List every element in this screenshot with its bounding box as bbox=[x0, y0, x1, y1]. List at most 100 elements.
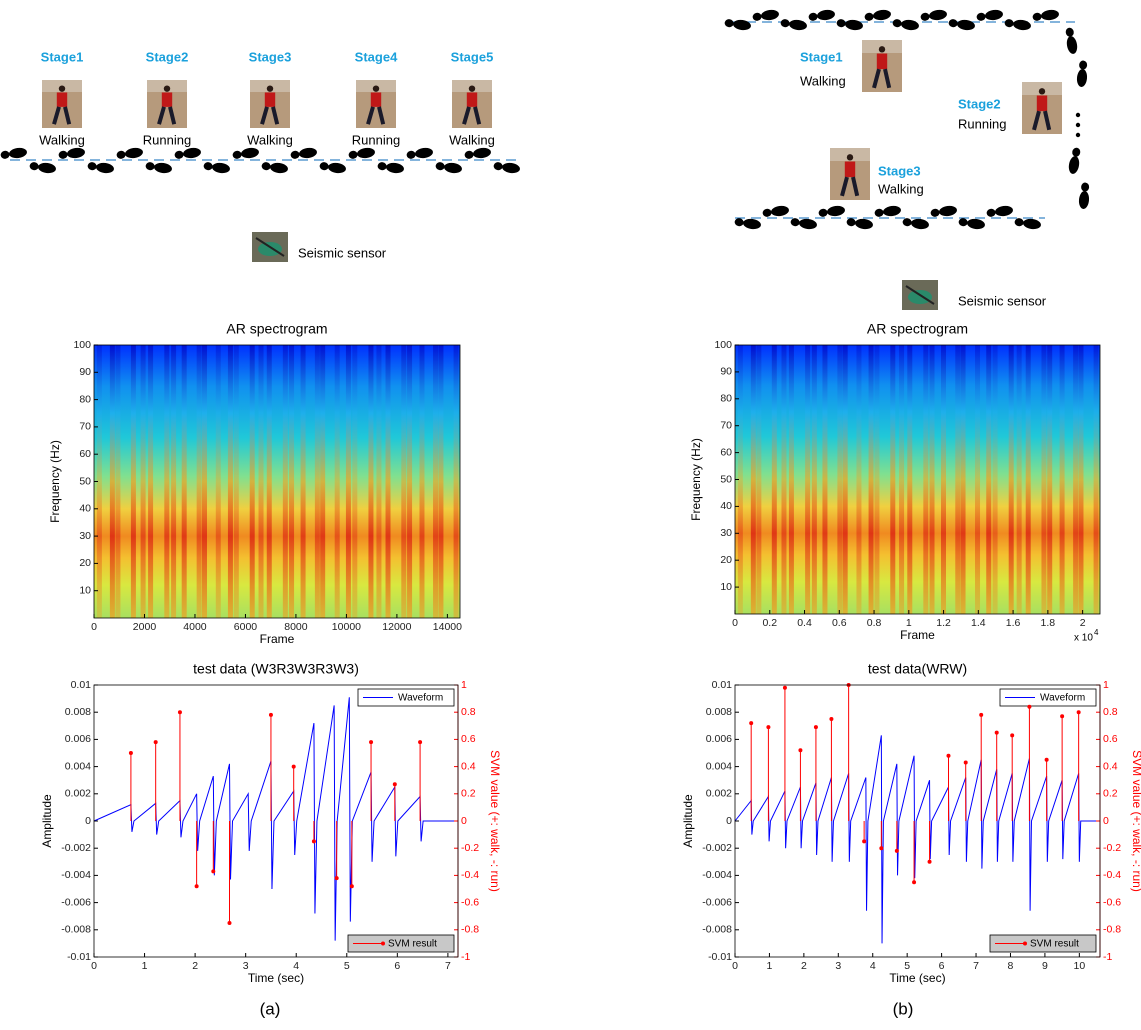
spectrogram-texture bbox=[1059, 345, 1065, 614]
spectrogram-texture bbox=[874, 345, 880, 614]
y2-tick-label: 0.4 bbox=[461, 760, 476, 772]
stage-activity: Walking bbox=[39, 132, 85, 147]
footprint-sole bbox=[883, 205, 901, 217]
spectrogram-texture bbox=[130, 345, 136, 618]
footprint bbox=[734, 218, 761, 230]
svm-stem bbox=[879, 821, 884, 851]
x-tick-label: 4000 bbox=[183, 621, 207, 633]
sensor-body bbox=[258, 242, 282, 256]
chart-title: AR spectrogram bbox=[226, 321, 327, 337]
x-multiplier-exponent: 4 bbox=[1094, 628, 1099, 637]
spectrogram-texture bbox=[1008, 345, 1014, 614]
stem-dot bbox=[177, 710, 182, 715]
sensor-body bbox=[908, 290, 932, 304]
footprint-sole bbox=[473, 147, 491, 159]
y-tick-label: 20 bbox=[720, 554, 732, 566]
y2-axis-label: SVM value (+: walk, -: run) bbox=[1130, 750, 1141, 892]
head bbox=[372, 85, 380, 92]
svm-stem bbox=[369, 740, 374, 821]
y2-tick-label: -0.2 bbox=[461, 842, 479, 854]
spectrogram-texture bbox=[941, 345, 947, 614]
y-tick-label: 20 bbox=[79, 557, 91, 569]
footprint-sole bbox=[845, 19, 863, 31]
footprint-heel bbox=[319, 162, 329, 171]
y-tick-label: 60 bbox=[720, 446, 732, 458]
x-multiplier: x 10 bbox=[1074, 633, 1093, 644]
footprint bbox=[348, 147, 375, 159]
y-tick-label: -0.01 bbox=[708, 951, 732, 963]
y2-tick-label: 0.8 bbox=[1103, 706, 1118, 718]
footprint bbox=[1014, 218, 1041, 230]
legend: SVM result bbox=[347, 934, 455, 953]
spectrogram-texture bbox=[196, 345, 202, 618]
x-tick-label: 4 bbox=[293, 960, 299, 972]
footprint-sole bbox=[827, 205, 845, 217]
x-tick-label: 4 bbox=[870, 960, 876, 972]
sensor-label: Seismic sensor bbox=[298, 245, 387, 260]
footprint bbox=[232, 147, 259, 159]
footprint-heel bbox=[290, 150, 300, 159]
spectrogram-texture bbox=[115, 345, 121, 618]
head bbox=[1038, 88, 1046, 95]
footprint-heel bbox=[902, 218, 912, 227]
spectrogram-texture bbox=[368, 345, 374, 618]
x-tick-label: 0.4 bbox=[797, 617, 812, 629]
x-tick-label: 0.8 bbox=[867, 617, 882, 629]
svm-stem bbox=[1060, 714, 1065, 821]
footprint-sole bbox=[957, 19, 975, 31]
footprint-sole bbox=[855, 218, 873, 230]
legend-box bbox=[999, 688, 1097, 707]
stem-dot bbox=[862, 839, 867, 844]
legend-box bbox=[347, 934, 455, 953]
x-tick-label: 0.6 bbox=[832, 617, 847, 629]
spectrogram-texture bbox=[433, 345, 439, 618]
footprint-sole bbox=[328, 162, 346, 174]
stem-dot bbox=[1060, 714, 1065, 719]
footprint-heel bbox=[808, 12, 818, 21]
footprint bbox=[864, 9, 891, 21]
stage-activity: Walking bbox=[878, 181, 924, 196]
y-tick-label: 0.01 bbox=[71, 679, 92, 691]
footprint-heel bbox=[892, 19, 902, 28]
sensor-cable bbox=[255, 237, 285, 257]
chart-title: test data (W3R3W3R3W3) bbox=[193, 661, 359, 677]
footprint bbox=[752, 9, 779, 21]
legend-box bbox=[357, 688, 455, 707]
footprint-heel bbox=[920, 12, 930, 21]
stem-dot bbox=[227, 921, 232, 925]
svm-stem bbox=[979, 712, 984, 821]
spectrogram-texture bbox=[345, 345, 351, 618]
x-axis-label: Frame bbox=[900, 628, 935, 642]
footprint-sole bbox=[386, 162, 404, 174]
footprint-sole bbox=[96, 162, 114, 174]
y-tick-label: -0.008 bbox=[702, 924, 732, 936]
sensor-cable bbox=[905, 285, 935, 305]
x-tick-label: 7 bbox=[445, 960, 451, 972]
y-tick-label: 90 bbox=[79, 366, 91, 378]
legend: SVM result bbox=[989, 934, 1097, 953]
sensor-label: Seismic sensor bbox=[958, 293, 1047, 308]
stem-dot bbox=[194, 884, 199, 889]
footprint-sole bbox=[985, 9, 1003, 21]
waveform-line bbox=[734, 735, 1100, 944]
y2-tick-label: -0.6 bbox=[1103, 896, 1121, 908]
footprint-heel bbox=[464, 150, 474, 159]
torso bbox=[264, 92, 276, 107]
y-tick-label: -0.004 bbox=[702, 869, 732, 881]
person-photo bbox=[862, 40, 902, 92]
spectrogram-texture bbox=[249, 345, 255, 618]
y2-tick-label: 0.4 bbox=[1103, 760, 1118, 772]
footprint bbox=[948, 19, 975, 31]
spectrogram-texture bbox=[385, 345, 391, 618]
svm-stem bbox=[946, 753, 951, 821]
footprint-heel bbox=[261, 162, 271, 171]
legs bbox=[260, 106, 280, 125]
footprint-heel bbox=[116, 150, 126, 159]
svm-stem bbox=[862, 821, 867, 844]
y-tick-label: 0.01 bbox=[712, 679, 733, 691]
svm-stem bbox=[813, 725, 818, 821]
footprint-sole bbox=[1078, 191, 1090, 209]
x-tick-label: 3 bbox=[243, 960, 249, 972]
footprint-sole bbox=[911, 218, 929, 230]
footprint bbox=[406, 147, 433, 159]
